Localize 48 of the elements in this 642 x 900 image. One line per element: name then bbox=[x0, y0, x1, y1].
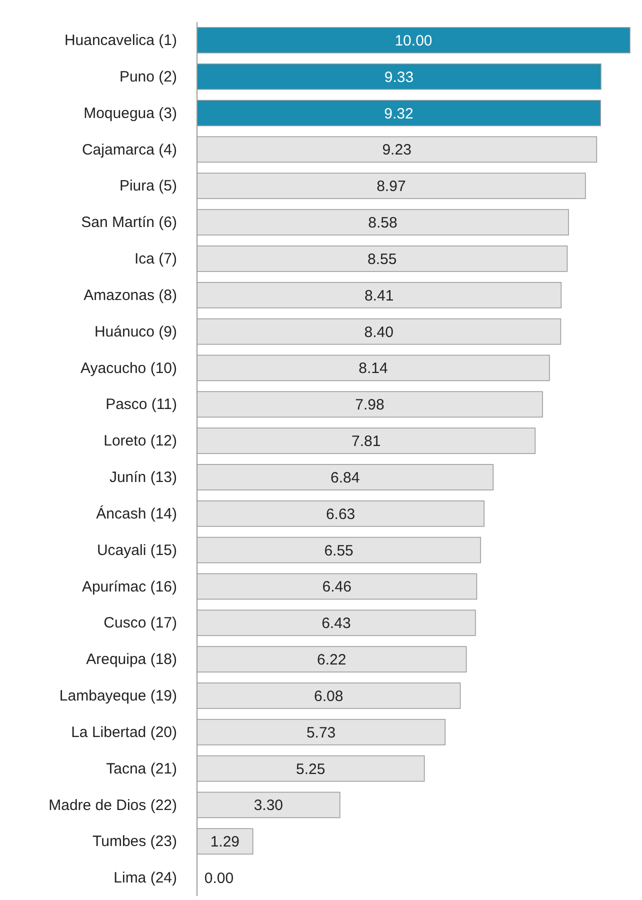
y-tick-label: Cajamarca (4) bbox=[82, 141, 177, 158]
data-label: 5.73 bbox=[306, 724, 336, 742]
data-label: 3.30 bbox=[254, 797, 284, 814]
y-tick-label: Ayacucho (10) bbox=[80, 360, 177, 377]
y-tick-label: Ucayali (15) bbox=[96, 542, 177, 559]
data-label: 6.55 bbox=[324, 542, 354, 560]
data-label: 5.25 bbox=[296, 760, 326, 778]
y-tick-label: Tacna (21) bbox=[106, 760, 177, 778]
data-label: 9.32 bbox=[384, 105, 414, 122]
y-tick-label: Apurímac (16) bbox=[82, 578, 177, 596]
data-label: 6.46 bbox=[322, 578, 352, 596]
y-tick-label: Lima (24) bbox=[114, 870, 177, 887]
y-tick-label: Loreto (12) bbox=[104, 432, 178, 450]
data-label: 9.23 bbox=[382, 142, 412, 159]
data-label: 8.40 bbox=[364, 324, 394, 341]
y-tick-label: Ica (7) bbox=[134, 250, 177, 268]
data-label: 6.08 bbox=[314, 688, 344, 705]
data-label: 6.84 bbox=[330, 469, 360, 486]
data-label: 10.00 bbox=[394, 32, 432, 50]
y-tick-label: Pasco (11) bbox=[106, 396, 177, 414]
data-label: 9.33 bbox=[384, 68, 414, 86]
y-tick-label: Lambayeque (19) bbox=[59, 688, 177, 705]
y-tick-label: Arequipa (18) bbox=[86, 651, 177, 668]
data-label: 8.55 bbox=[368, 250, 397, 268]
data-label: 8.41 bbox=[364, 287, 394, 304]
data-label: 6.22 bbox=[317, 652, 346, 669]
data-label: 8.14 bbox=[358, 360, 388, 378]
data-label: 0.00 bbox=[204, 870, 234, 888]
y-tick-label: Tumbes (23) bbox=[92, 833, 177, 850]
y-tick-label: Piura (5) bbox=[119, 178, 177, 195]
y-tick-label: Cusco (17) bbox=[104, 614, 178, 632]
y-tick-label: Junín (13) bbox=[109, 469, 177, 486]
y-tick-label: Madre de Dios (22) bbox=[48, 796, 177, 814]
y-tick-label: San Martín (6) bbox=[81, 214, 177, 232]
y-tick-label: Amazonas (8) bbox=[84, 286, 177, 304]
data-label: 6.43 bbox=[322, 615, 351, 632]
y-tick-label: Moquegua (3) bbox=[84, 104, 177, 122]
y-tick-label: Puno (2) bbox=[119, 68, 177, 86]
data-label: 1.29 bbox=[210, 834, 240, 851]
data-label: 7.81 bbox=[351, 433, 381, 450]
y-tick-label: Áncash (14) bbox=[96, 504, 178, 522]
y-tick-label: La Libertad (20) bbox=[71, 724, 177, 741]
data-label: 8.58 bbox=[368, 214, 398, 232]
y-tick-label: Huánuco (9) bbox=[94, 323, 177, 340]
data-label: 8.97 bbox=[376, 178, 406, 196]
data-label: 7.98 bbox=[355, 396, 384, 414]
y-tick-label: Huancavelica (1) bbox=[64, 32, 177, 50]
data-label: 6.63 bbox=[326, 506, 356, 523]
